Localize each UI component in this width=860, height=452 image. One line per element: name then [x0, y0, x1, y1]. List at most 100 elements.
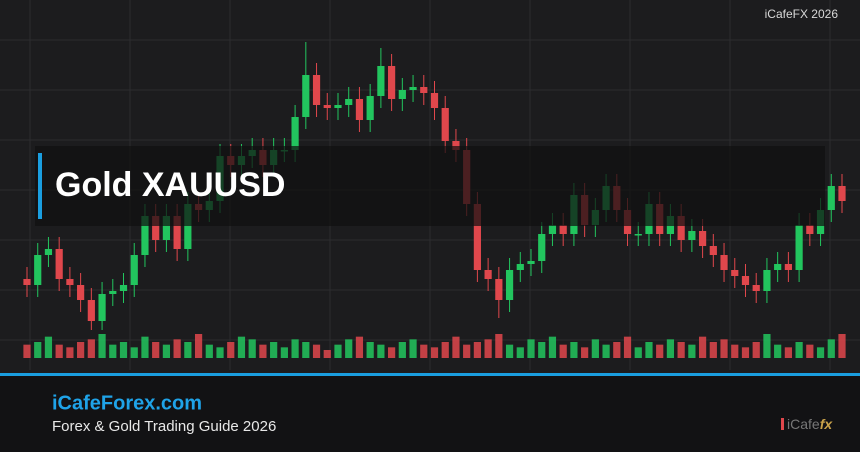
- candle-body: [345, 99, 353, 105]
- volume-bar: [77, 342, 85, 358]
- candle-body: [334, 105, 342, 108]
- volume-bar: [656, 344, 664, 358]
- candle-body: [731, 270, 739, 276]
- volume-bar: [559, 344, 567, 358]
- volume-bar: [698, 336, 707, 358]
- volume-bar: [130, 347, 138, 358]
- volume-bar: [312, 344, 321, 358]
- volume-bar: [752, 342, 760, 358]
- volume-bar: [66, 347, 74, 358]
- candle-body: [774, 264, 782, 270]
- volume-bar: [119, 342, 128, 358]
- volume-bar: [527, 339, 535, 358]
- candle-body: [527, 261, 535, 264]
- candle-body: [452, 141, 460, 150]
- volume-bar: [55, 344, 63, 358]
- candle-body: [291, 117, 299, 150]
- candle-body: [677, 216, 685, 240]
- volume-bar: [227, 342, 235, 358]
- volume-bar: [291, 339, 299, 358]
- candle-body: [763, 270, 771, 291]
- volume-bar: [248, 339, 256, 358]
- candle-body: [44, 249, 53, 255]
- volume-bar: [270, 342, 278, 358]
- volume-bar: [806, 344, 814, 358]
- volume-bar: [634, 347, 642, 358]
- volume-bar: [591, 339, 599, 358]
- volume-bar: [377, 344, 385, 358]
- volumes: [23, 334, 846, 358]
- candle-body: [55, 249, 63, 279]
- volume-bar: [430, 347, 439, 358]
- volume-bar: [184, 342, 192, 358]
- candle-body: [130, 255, 138, 285]
- volume-bar: [505, 344, 514, 358]
- candle-body: [538, 234, 546, 261]
- candle-body: [430, 93, 439, 108]
- footer: [0, 376, 860, 452]
- volume-bar: [420, 344, 428, 358]
- candle-body: [505, 270, 514, 300]
- watermark: iCafeFX 2026: [765, 7, 839, 21]
- volume-bar: [205, 344, 213, 358]
- volume-bar: [259, 344, 267, 358]
- volume-bar: [87, 339, 95, 358]
- volume-bar: [173, 339, 181, 358]
- volume-bar: [216, 347, 224, 358]
- volume-bar: [452, 336, 460, 358]
- candle-body: [355, 99, 364, 120]
- candle-body: [173, 216, 181, 249]
- footer-subtitle: Forex & Gold Trading Guide 2026: [52, 418, 276, 435]
- title-accent: [38, 153, 42, 219]
- candle-body: [323, 105, 331, 108]
- volume-bar: [623, 336, 632, 358]
- volume-bar: [570, 342, 578, 358]
- candle-body: [720, 255, 728, 270]
- volume-bar: [816, 347, 825, 358]
- volume-bar: [355, 336, 364, 358]
- logo-mark: [781, 418, 784, 430]
- candle-body: [784, 264, 792, 270]
- volume-bar: [784, 347, 792, 358]
- volume-bar: [484, 339, 492, 358]
- volume-bar: [709, 342, 717, 358]
- candle-body: [634, 234, 642, 236]
- candle-body: [366, 96, 374, 120]
- candle-body: [495, 279, 503, 300]
- candle-body: [698, 231, 707, 246]
- candle-body: [98, 294, 106, 321]
- volume-bar: [302, 342, 310, 358]
- candle-body: [548, 225, 557, 234]
- logo-suffix: fx: [820, 416, 834, 432]
- volume-bar: [688, 344, 696, 358]
- volume-bar: [731, 344, 739, 358]
- volume-bar: [398, 342, 406, 358]
- candle-body: [312, 75, 321, 105]
- candle-body: [152, 216, 160, 240]
- volume-bar: [441, 342, 449, 358]
- candle-body: [838, 186, 846, 201]
- candle-body: [827, 186, 835, 210]
- volume-bar: [141, 336, 149, 358]
- candle-body: [87, 300, 95, 321]
- candle-body: [34, 255, 42, 285]
- candle-body: [377, 66, 385, 96]
- candle-body: [484, 270, 492, 279]
- volume-bar: [581, 347, 589, 358]
- title-band: [35, 146, 825, 226]
- volume-bar: [741, 347, 750, 358]
- volume-bar: [548, 336, 557, 358]
- volume-bar: [345, 339, 353, 358]
- volume-bar: [795, 342, 803, 358]
- candle-body: [66, 279, 74, 285]
- volume-bar: [388, 347, 396, 358]
- volume-bar: [44, 336, 53, 358]
- volume-bar: [237, 336, 246, 358]
- volume-bar: [409, 339, 417, 358]
- footer-site: iCafeForex.com: [52, 392, 202, 414]
- candle-body: [119, 285, 128, 291]
- volume-bar: [602, 344, 610, 358]
- volume-bar: [34, 342, 42, 358]
- volume-bar: [323, 350, 331, 358]
- candle-body: [688, 231, 696, 240]
